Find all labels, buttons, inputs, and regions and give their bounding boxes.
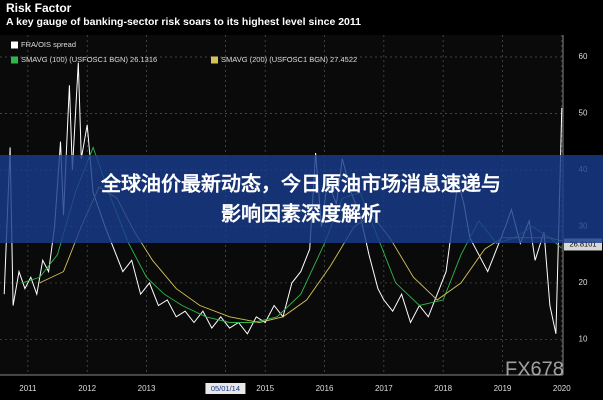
x-tick-label: 2013: [138, 384, 156, 393]
x-tick-label: 2019: [494, 384, 512, 393]
cursor-label-box: [205, 383, 246, 394]
banner: [0, 155, 603, 243]
legend-label: SMAVG (100) (USFOSC1 BGN) 26.1316: [21, 55, 157, 64]
y-tick-label: 60: [579, 52, 588, 61]
x-tick-label: 2020: [553, 384, 571, 393]
y-tick-label: 50: [579, 109, 588, 118]
last-value-label: 26.8101: [569, 239, 596, 248]
x-tick-label: 2016: [316, 384, 334, 393]
chart-title: Risk Factor: [6, 1, 72, 15]
banner-line: 影响因素深度解析: [221, 201, 381, 225]
legend: FRA/OIS spread SMAVG (100) (USFOSC1 BGN) …: [11, 40, 357, 64]
banner-line: 全球油价最新动态，今日原油市场消息速递与: [100, 171, 501, 195]
legend-label: SMAVG (200) (USFOSC1 BGN) 27.4522: [221, 55, 357, 64]
legend-swatch: [11, 56, 18, 64]
series-line: [3, 62, 563, 335]
x-tick-label: 05/01/14: [211, 384, 240, 393]
y-tick-label: 10: [579, 335, 588, 344]
x-tick-label: 2011: [19, 384, 37, 393]
watermark: FX678: [505, 358, 564, 380]
x-tick-label: 2012: [78, 384, 96, 393]
chart-subtitle: A key gauge of banking-sector risk soars…: [6, 16, 361, 28]
legend-swatch: [11, 41, 18, 49]
legend-label: FRA/OIS spread: [21, 40, 76, 49]
legend-swatch: [211, 56, 218, 64]
y-tick-label: 20: [579, 278, 588, 287]
x-tick-label: 2015: [256, 384, 274, 393]
x-tick-label: 2018: [434, 384, 452, 393]
x-tick-label: 2017: [375, 384, 393, 393]
